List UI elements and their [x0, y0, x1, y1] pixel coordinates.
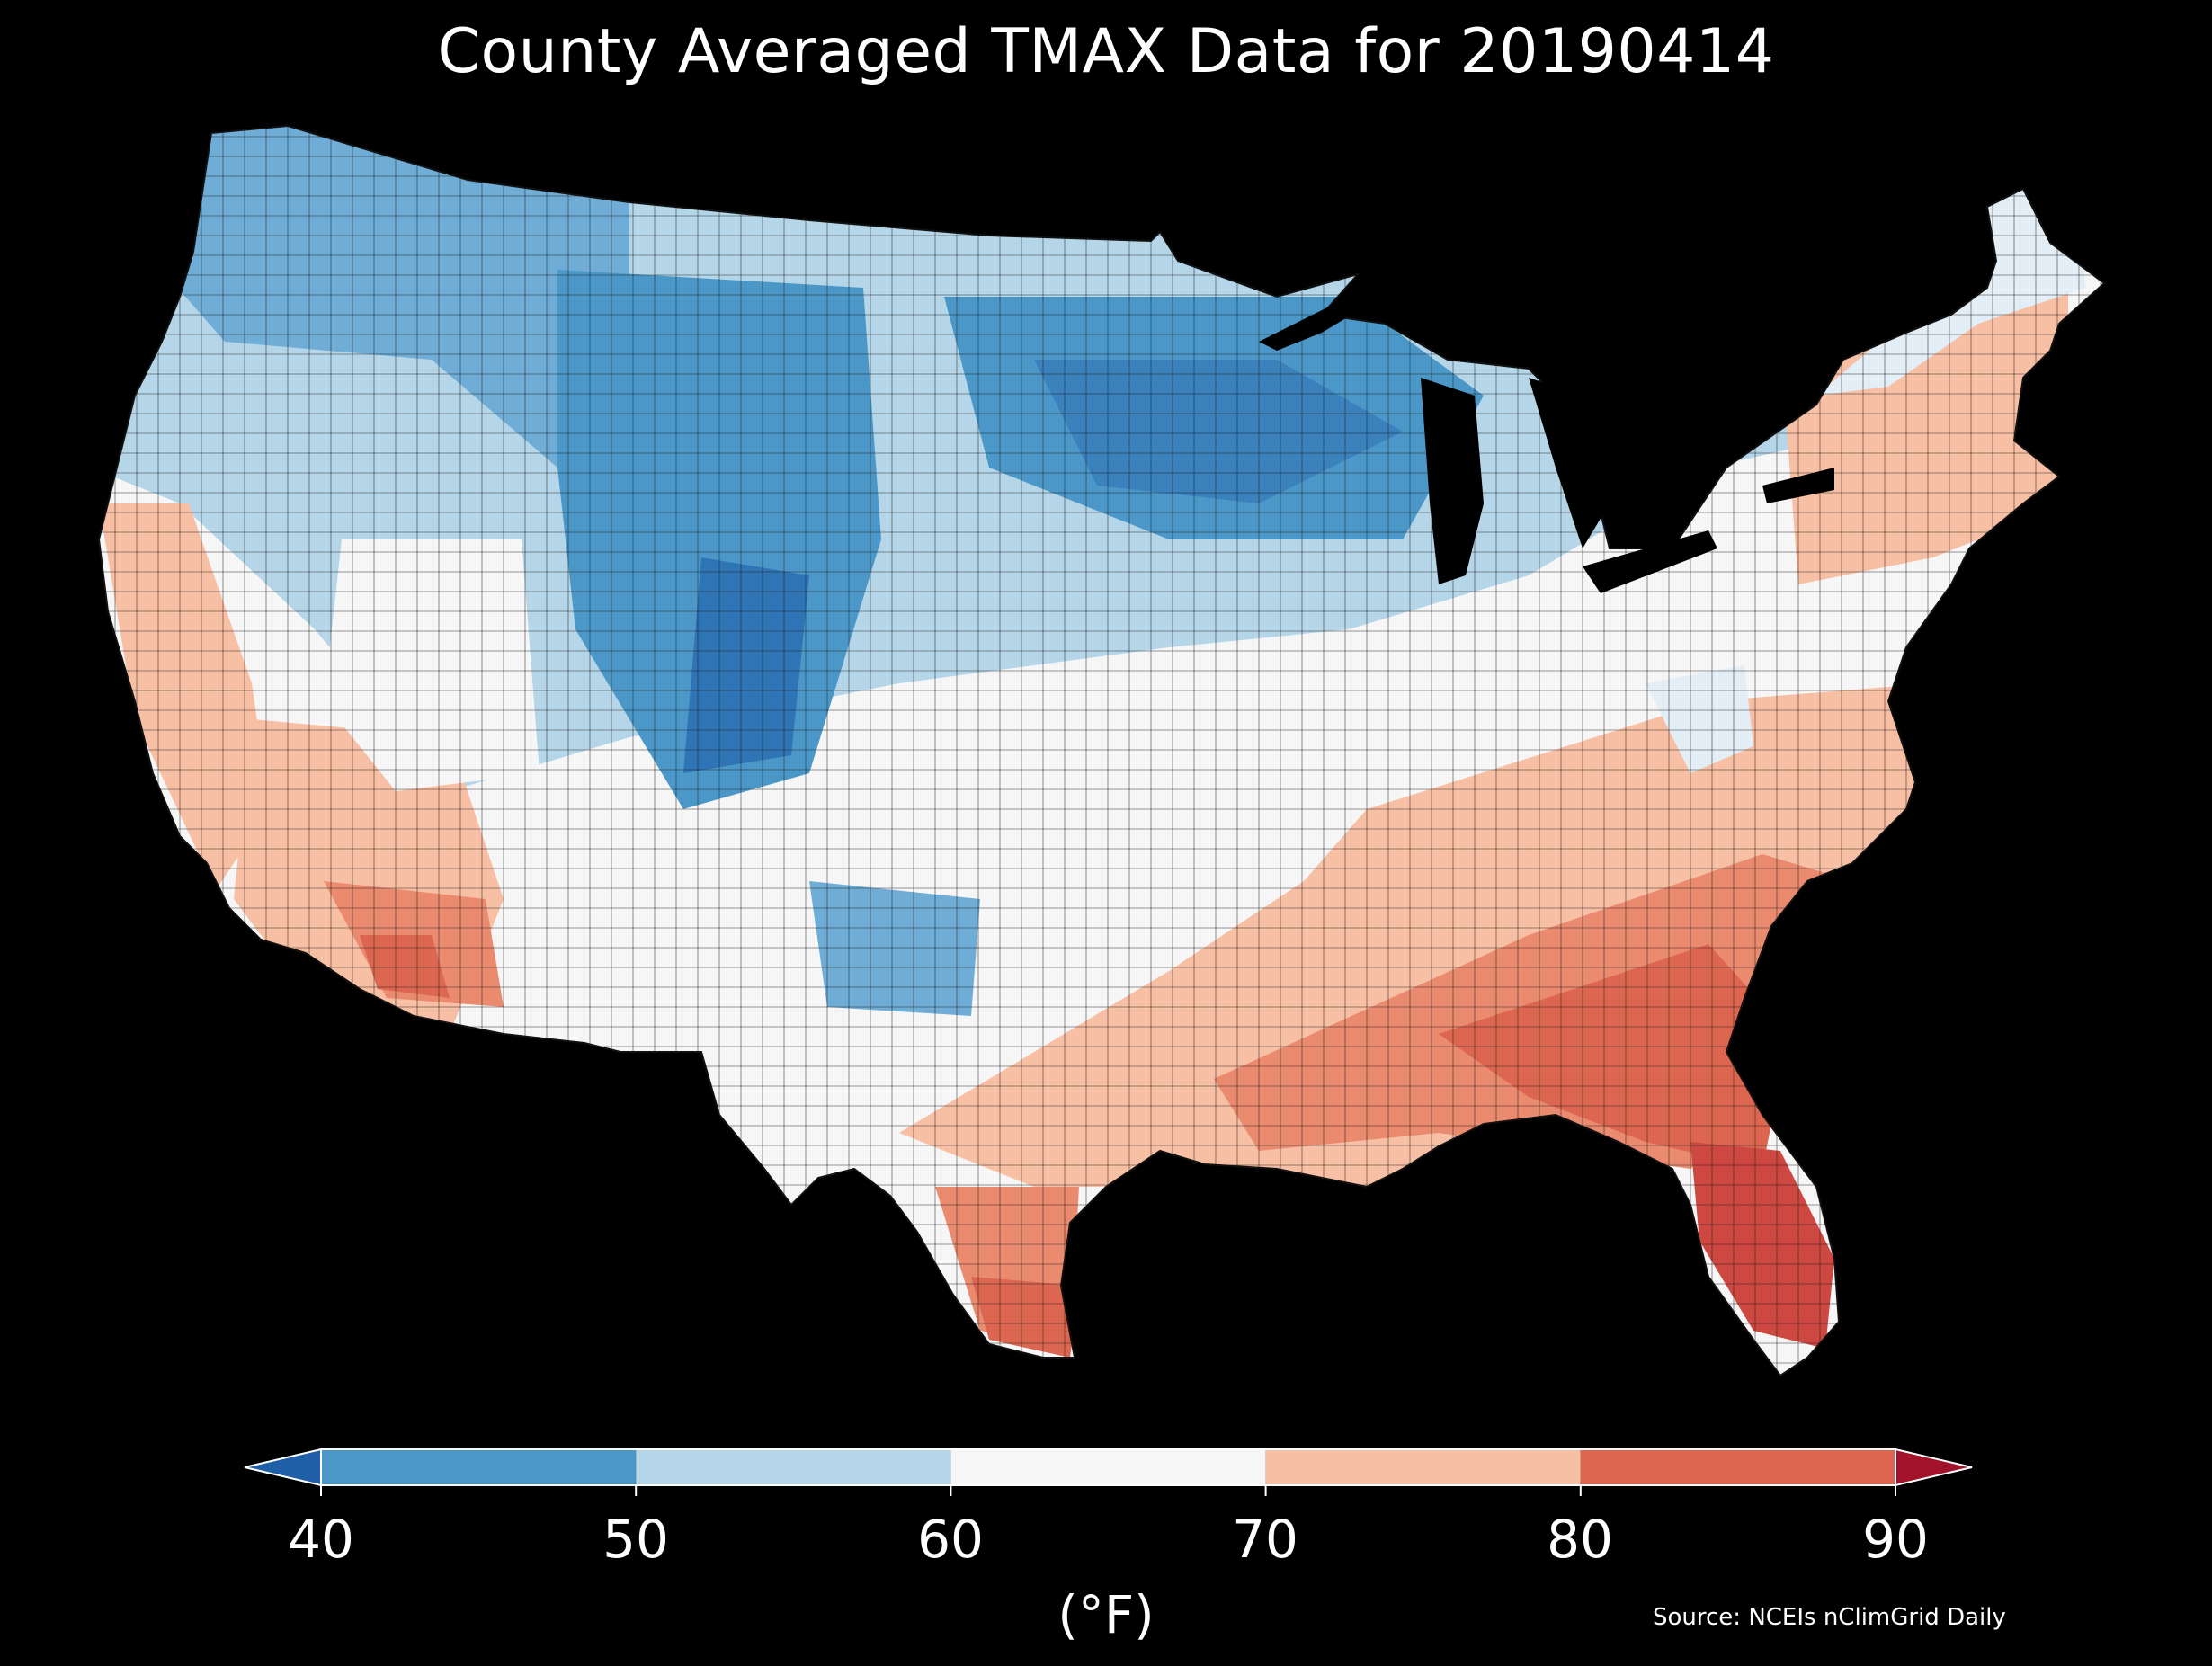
- great-lakes: [1259, 279, 1834, 593]
- colorbar-tick-70: 70: [1232, 1509, 1298, 1570]
- colorbar-over-arrow: [1895, 1448, 1973, 1487]
- colorbar-bin-50-60: [636, 1449, 951, 1485]
- source-label: Source: NCEIs nClimGrid Daily: [1653, 1604, 2006, 1631]
- lake-ontario: [1762, 468, 1834, 503]
- colorbar-unit-label: (°F): [1057, 1584, 1155, 1645]
- colorbar-bin-40-50: [321, 1449, 637, 1485]
- colorbar-tick-40: 40: [288, 1509, 354, 1570]
- colorbar-bin-60-70: [950, 1449, 1266, 1485]
- lake-superior: [1259, 279, 1385, 351]
- lake-huron: [1529, 378, 1610, 548]
- lake-erie: [1583, 530, 1717, 593]
- colorbar-tick-90: 90: [1862, 1509, 1929, 1570]
- colorbar-tick-80: 80: [1547, 1509, 1613, 1570]
- colorbar-under-arrow: [244, 1448, 322, 1487]
- colorbar-bin-80-90: [1580, 1449, 1895, 1485]
- colorbar: [244, 1448, 1973, 1496]
- colorbar-tick-60: 60: [917, 1509, 984, 1570]
- colorbar-tick-50: 50: [602, 1509, 669, 1570]
- lake-michigan: [1421, 378, 1484, 584]
- colorbar-frame: [320, 1448, 1896, 1486]
- map-title: County Averaged TMAX Data for 20190414: [437, 16, 1775, 87]
- colorbar-bin-70-80: [1265, 1449, 1581, 1485]
